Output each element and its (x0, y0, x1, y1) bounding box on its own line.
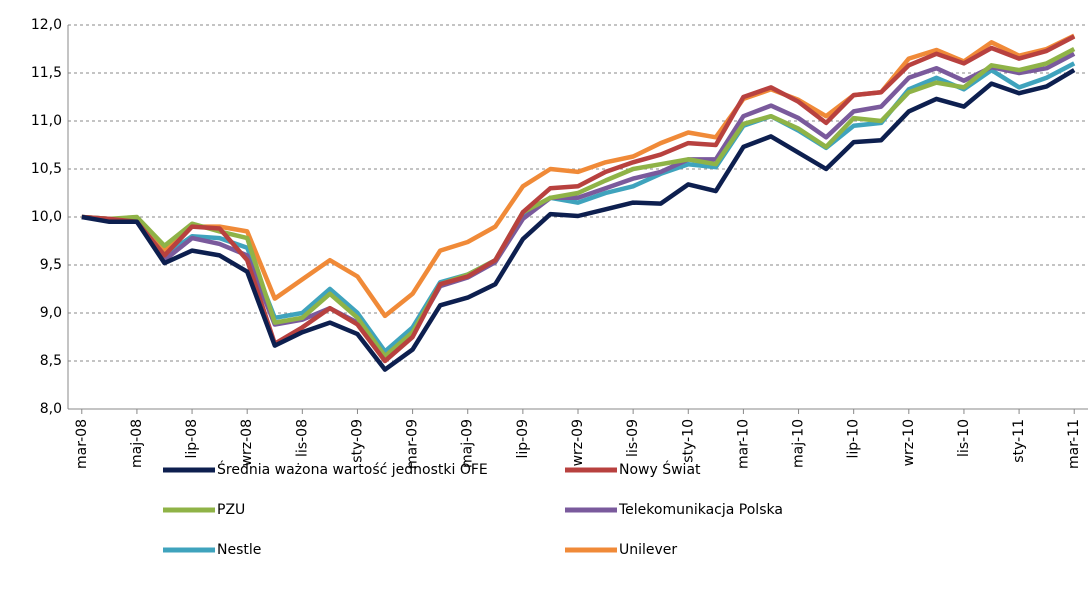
x-tick-label: lis-09 (625, 419, 641, 457)
x-tick-label: wrz-08 (239, 419, 255, 466)
series-line (81, 34, 1076, 364)
x-tick-label: lip-09 (515, 419, 531, 459)
series-line (81, 33, 1076, 319)
series-line (81, 51, 1076, 359)
y-tick-label: 12,0 (31, 17, 62, 33)
x-tick-label: lis-08 (294, 419, 310, 457)
y-tick-label: 8,5 (40, 353, 62, 369)
x-tick-label: mar-08 (74, 419, 90, 469)
x-tick-label: sty-10 (680, 419, 696, 463)
series-line (81, 61, 1076, 354)
x-tick-label: sty-11 (1011, 419, 1027, 463)
x-tick-label: lip-08 (184, 419, 200, 459)
x-tick-label: mar-10 (735, 419, 751, 469)
legend-label: Nowy Świat (619, 460, 701, 478)
legend-label: Średnia ważona wartość jednostki OFE (217, 460, 488, 478)
x-tick-label: lip-10 (846, 419, 862, 459)
x-tick-label: lis-10 (956, 419, 972, 457)
y-tick-label: 9,0 (40, 305, 62, 321)
x-tick-label: sty-09 (349, 419, 365, 463)
x-tick-label: mar-11 (1066, 419, 1082, 469)
y-tick-label: 8,0 (40, 401, 62, 417)
legend-label: PZU (217, 502, 245, 518)
x-tick-label: wrz-10 (901, 419, 917, 466)
series-line (81, 68, 1076, 372)
x-tick-label: maj-10 (791, 419, 807, 468)
legend-label: Nestle (217, 542, 261, 558)
y-tick-label: 10,0 (31, 209, 62, 225)
legend-label: Telekomunikacja Polska (618, 502, 783, 518)
series-line (81, 47, 1076, 359)
x-tick-label: maj-09 (460, 419, 476, 468)
y-tick-label: 11,5 (31, 65, 62, 81)
x-tick-label: mar-09 (405, 419, 421, 469)
y-tick-label: 11,0 (31, 113, 62, 129)
y-tick-label: 9,5 (40, 257, 62, 273)
y-tick-label: 10,5 (31, 161, 62, 177)
legend-label: Unilever (619, 542, 677, 558)
x-tick-label: wrz-09 (570, 419, 586, 466)
x-tick-label: maj-08 (129, 419, 145, 468)
